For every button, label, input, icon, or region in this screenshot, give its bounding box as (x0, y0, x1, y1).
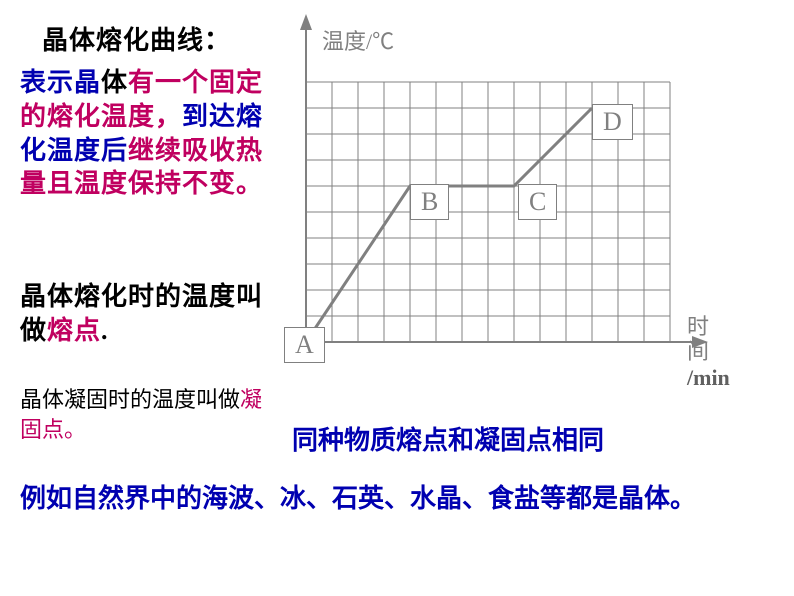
paragraph-2: 晶体熔化时的温度叫做熔点. (20, 280, 270, 348)
p2-seg3: . (101, 316, 109, 345)
p2-seg2: 熔点 (47, 316, 101, 345)
paragraph-3: 晶体凝固时的温度叫做凝固点。 (20, 385, 280, 444)
point-label-a: A (284, 327, 325, 363)
paragraph-1: 表示晶体有一个固定的熔化温度，到达熔化温度后继续吸收热量且温度保持不变。 (20, 66, 270, 201)
p3-seg1: 晶体凝固时的温度叫做 (20, 387, 240, 412)
x-axis-label-line1: 时 间 (687, 314, 753, 364)
paragraph-5: 例如自然界中的海波、冰、石英、水晶、食盐等都是晶体。 (20, 480, 760, 518)
page-title: 晶体熔化曲线： (42, 20, 231, 57)
p1-seg2: 体 (101, 68, 128, 97)
point-label-b: B (410, 184, 449, 220)
x-axis-label: 时 间 /min (687, 314, 753, 390)
y-axis-label: 温度/℃ (316, 22, 400, 58)
point-label-c: C (518, 184, 557, 220)
point-label-d: D (592, 104, 633, 140)
melting-curve-chart: 温度/℃ 时 间 /min A B C D (292, 12, 752, 372)
x-axis-label-line2: /min (687, 365, 730, 390)
paragraph-4: 同种物质熔点和凝固点相同 (292, 420, 604, 457)
p1-seg1: 表示晶 (20, 68, 101, 97)
